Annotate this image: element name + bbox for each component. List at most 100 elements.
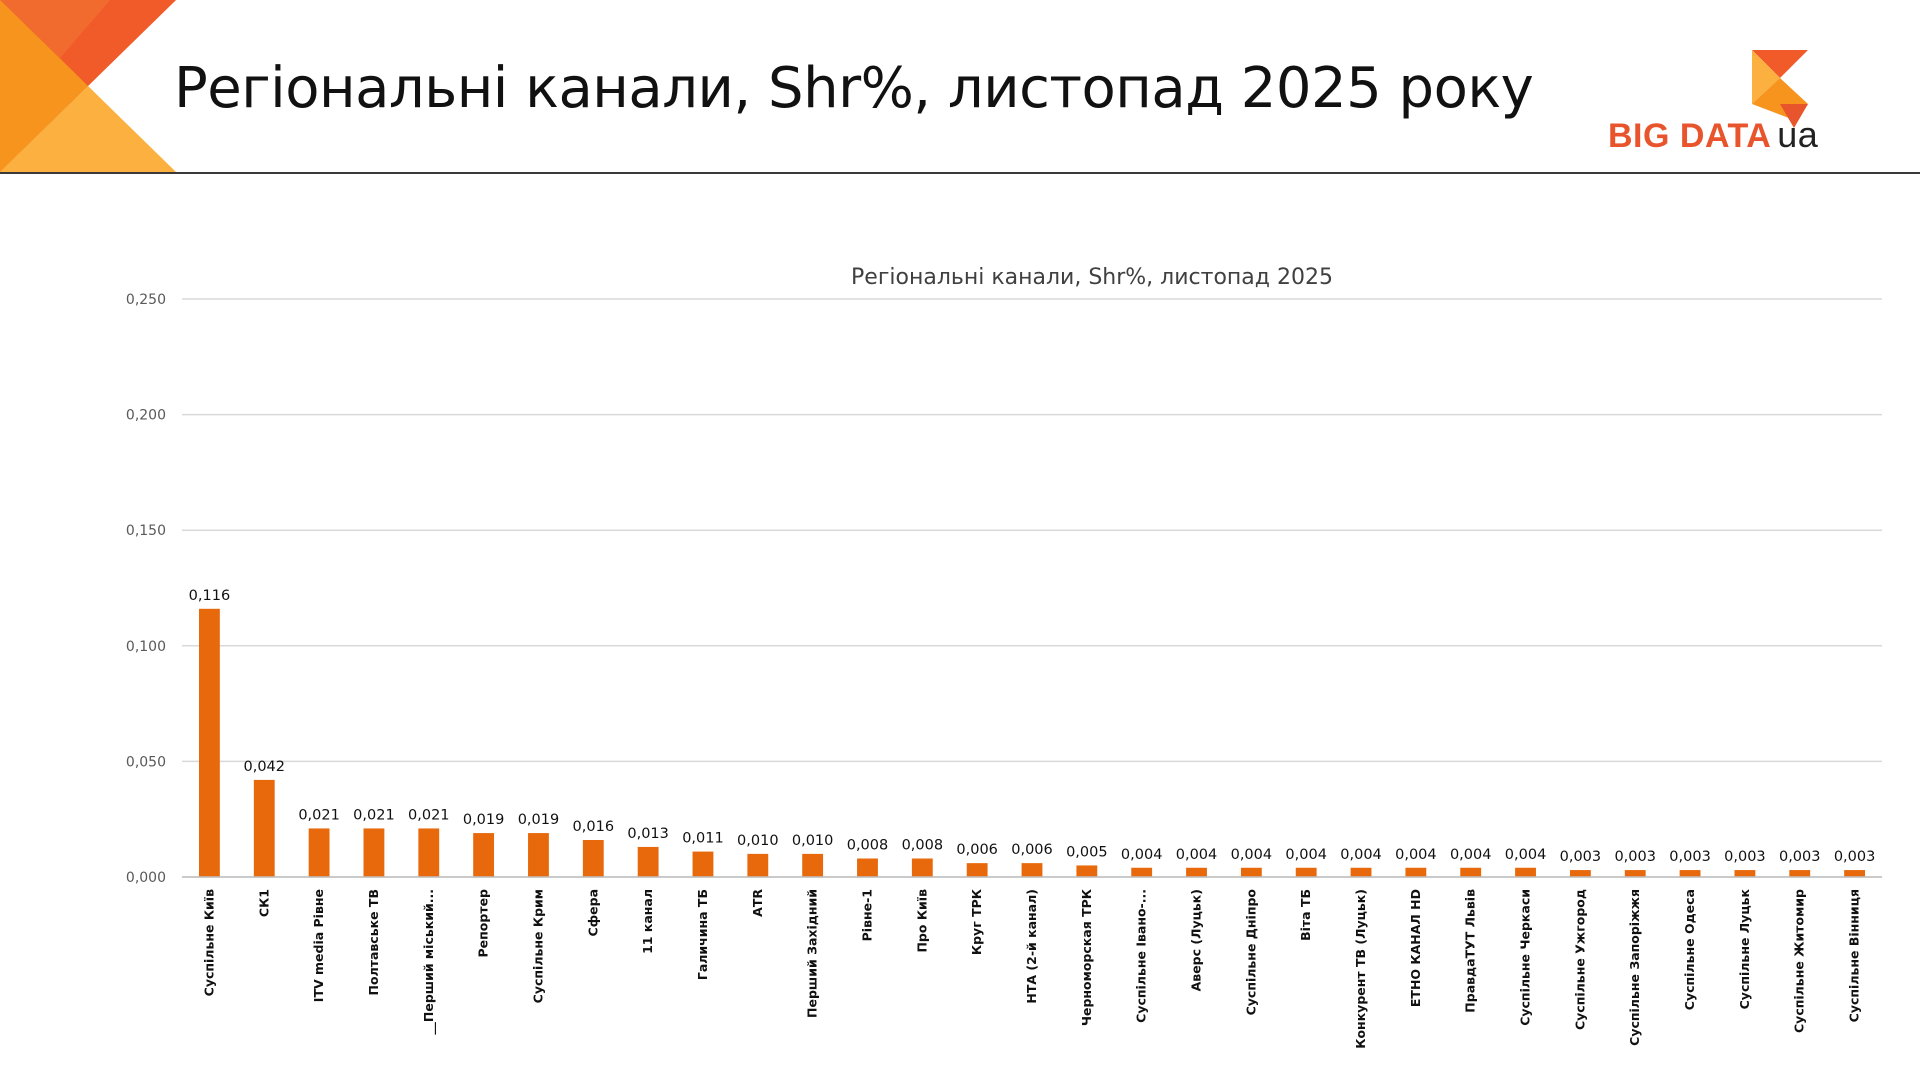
x-tick-label: __Перший міський...: [421, 889, 437, 1035]
bar: [1076, 865, 1098, 877]
y-tick-label: 0,000: [126, 870, 166, 886]
data-label: 0,004: [1395, 847, 1437, 863]
data-label: 0,019: [463, 812, 505, 828]
x-tick-label: Суспільне Одеса: [1682, 889, 1697, 1010]
logo-suffix: ua: [1777, 114, 1819, 155]
x-tick-label: Рівне-1: [859, 889, 874, 941]
bar: [1515, 867, 1536, 877]
x-tick-label: Суспільне Вінниця: [1847, 889, 1862, 1022]
data-label: 0,004: [1121, 847, 1163, 863]
data-label: 0,021: [298, 807, 340, 823]
data-label: 0,004: [1176, 847, 1218, 863]
data-label: 0,004: [1505, 847, 1547, 863]
logo-text: BIG DATA ua: [1608, 114, 1818, 156]
x-tick-label: Суспільне Дніпро: [1243, 889, 1258, 1016]
chart-title: Регіональні канали, Shr%, листопад 2025: [851, 265, 1333, 290]
x-tick-label: Суспільне Ужгород: [1572, 889, 1587, 1030]
bar: [802, 853, 824, 877]
bar: [363, 828, 385, 877]
bar: [966, 863, 988, 877]
bar: [582, 840, 604, 877]
x-tick-label: Суспільне Луцьк: [1737, 888, 1752, 1009]
data-label: 0,003: [1724, 849, 1766, 865]
bar: [1405, 867, 1427, 877]
bar: [528, 833, 549, 877]
data-label: 0,016: [573, 819, 615, 835]
data-label: 0,003: [1779, 849, 1821, 865]
x-tick-label: Суспільне Київ: [201, 889, 216, 996]
x-tick-label: Полтавське ТВ: [366, 889, 381, 995]
bar: [637, 846, 659, 877]
x-tick-label: Круг ТРК: [969, 888, 984, 955]
x-tick-label: 11 канал: [640, 889, 655, 954]
data-label: 0,004: [1340, 847, 1382, 863]
data-label: 0,006: [1011, 842, 1053, 858]
x-tick-label: Суспільне Івано-...: [1134, 889, 1149, 1023]
bar: [1131, 867, 1153, 877]
bar: [857, 858, 878, 877]
y-tick-label: 0,150: [126, 523, 166, 539]
data-label: 0,003: [1614, 849, 1656, 865]
header-divider: [0, 172, 1920, 174]
bar: [1460, 867, 1482, 877]
x-tick-label: Аверс (Луцьк): [1189, 889, 1204, 991]
slide-title: Регіональні канали, Shr%, листопад 2025 …: [174, 56, 1534, 121]
data-label: 0,013: [627, 826, 669, 842]
y-tick-label: 0,100: [126, 639, 166, 655]
bar: [473, 833, 495, 877]
bar-chart: Регіональні канали, Shr%, листопад 2025 0…: [126, 265, 1882, 1049]
x-tick-label: НТА (2-й канал): [1024, 889, 1039, 1004]
data-label: 0,003: [1560, 849, 1602, 865]
x-tick-label: Суспільне Черкаси: [1518, 889, 1533, 1026]
data-label: 0,042: [244, 759, 286, 775]
data-label: 0,021: [408, 807, 450, 823]
x-tick-label: ПравдаТУТ Львів: [1463, 889, 1478, 1013]
bar: [911, 858, 933, 877]
data-label: 0,008: [847, 838, 889, 854]
x-tick-label: Суспільне Житомир: [1792, 889, 1807, 1033]
bar: [1569, 870, 1591, 877]
bar: [1679, 870, 1701, 877]
bar: [253, 779, 275, 877]
bar: [747, 853, 769, 877]
data-label: 0,004: [1231, 847, 1273, 863]
data-label: 0,019: [518, 812, 560, 828]
bar: [1021, 863, 1043, 877]
x-tick-label: ITV media Рівне: [311, 889, 326, 1002]
x-tick-label: Конкурент ТВ (Луцьк): [1353, 889, 1368, 1049]
x-tick-label: Черноморская ТРК: [1079, 888, 1094, 1026]
bar: [199, 608, 220, 877]
data-label: 0,004: [1450, 847, 1492, 863]
bar: [1734, 870, 1756, 877]
data-label: 0,021: [353, 807, 395, 823]
bar: [1186, 867, 1207, 877]
data-label: 0,006: [956, 842, 998, 858]
x-tick-label: Сфера: [585, 889, 600, 936]
bar: [1844, 870, 1865, 877]
header-corner-decoration: [0, 0, 176, 172]
data-label: 0,011: [682, 831, 724, 847]
bar: [692, 851, 714, 877]
y-tick-label: 0,250: [126, 292, 166, 308]
x-tick-label: ЕТНО КАНАЛ HD: [1408, 889, 1423, 1007]
big-data-logo-icon: [1752, 50, 1808, 128]
bar: [418, 828, 440, 877]
y-tick-label: 0,050: [126, 754, 166, 770]
data-label: 0,010: [737, 833, 779, 849]
x-tick-label: Галичина ТБ: [695, 889, 710, 980]
data-label: 0,005: [1066, 844, 1108, 860]
data-label: 0,008: [902, 838, 944, 854]
bar: [308, 828, 330, 877]
bar: [1624, 870, 1646, 877]
x-tick-label: СК1: [256, 889, 271, 917]
bar: [1350, 867, 1372, 877]
data-label: 0,116: [189, 588, 231, 604]
y-tick-label: 0,200: [126, 408, 166, 424]
x-tick-label: Суспільне Крим: [530, 889, 545, 1003]
x-tick-label: Про Київ: [914, 889, 929, 953]
x-tick-label: Суспільне Запоріжжя: [1627, 889, 1642, 1046]
logo-brand: BIG DATA: [1608, 117, 1772, 155]
data-label: 0,003: [1834, 849, 1876, 865]
data-label: 0,004: [1285, 847, 1327, 863]
x-tick-label: Перший Західний: [805, 889, 820, 1018]
